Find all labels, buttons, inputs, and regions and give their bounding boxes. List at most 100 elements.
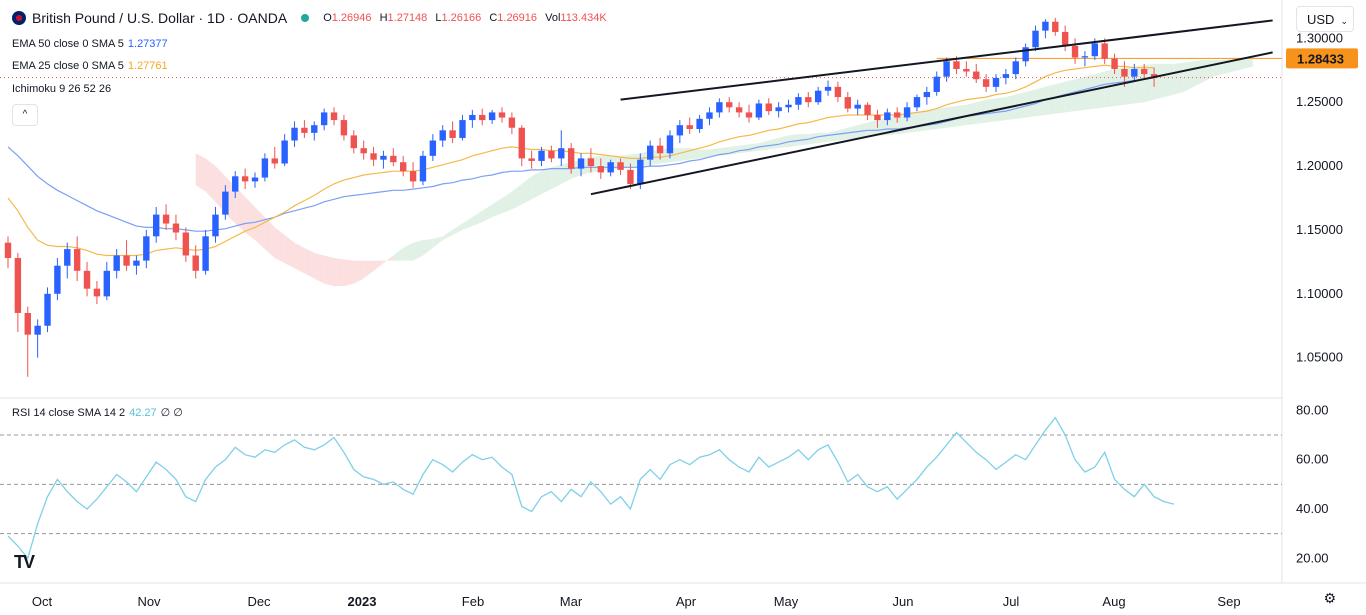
candle-body <box>419 155 427 182</box>
cloud-segment <box>472 210 483 227</box>
candle <box>795 93 802 110</box>
cloud-segment <box>502 191 512 214</box>
cloud-segment <box>531 171 542 200</box>
legend-rsi[interactable]: RSI 14 close SMA 14 2 42.27 ∅ ∅ <box>12 407 183 419</box>
candle <box>726 97 733 113</box>
candle-body <box>716 102 723 113</box>
cloud-segment <box>363 260 374 279</box>
cloud-segment <box>1055 81 1066 114</box>
time-tick-label: Dec <box>247 594 271 609</box>
candle-body <box>409 171 417 182</box>
candle-body <box>538 150 545 161</box>
cloud-segment <box>245 196 255 241</box>
candle <box>755 99 763 121</box>
candle-body <box>320 112 328 126</box>
candles <box>4 17 1158 377</box>
candle-body <box>1101 43 1108 59</box>
candle-body <box>953 61 960 69</box>
symbol-header: British Pound / U.S. Dollar · 1D · OANDA… <box>12 10 612 26</box>
cloud-segment <box>1203 60 1214 82</box>
candle-body <box>577 158 585 169</box>
cloud-segment <box>956 104 967 127</box>
rsi-tick-label: 40.00 <box>1296 501 1329 516</box>
candle-body <box>459 120 466 138</box>
cloud-segment <box>1075 76 1085 112</box>
candle-body <box>1032 30 1039 48</box>
cloud-segment <box>828 130 838 142</box>
market-status-icon <box>301 14 310 22</box>
candle <box>271 146 278 169</box>
candle-body <box>64 249 71 266</box>
candle <box>1081 51 1089 67</box>
candle <box>64 242 71 279</box>
candle-body <box>666 135 674 154</box>
collapse-legend-button[interactable]: ^ <box>12 104 38 126</box>
last-price-label: 1.28433 <box>1297 51 1344 66</box>
cloud-segment <box>818 132 829 144</box>
candle-body <box>508 117 516 128</box>
cloud-segment <box>353 260 364 284</box>
candle <box>330 107 338 126</box>
cloud-segment <box>1173 62 1184 95</box>
legend-ema50[interactable]: EMA 50 close 0 SMA 5 1.27377 <box>12 38 168 50</box>
settings-icon[interactable]: ⚙ <box>1323 590 1336 606</box>
rsi-tick-label: 20.00 <box>1296 550 1329 565</box>
candle-body <box>874 114 881 121</box>
symbol-title[interactable]: British Pound / U.S. Dollar · 1D · OANDA <box>32 10 288 26</box>
cloud-segment <box>788 134 799 147</box>
candle-body <box>1022 47 1029 62</box>
candle-body <box>54 265 61 294</box>
candle <box>4 236 12 269</box>
legend-ichimoku[interactable]: Ichimoku 9 26 52 26 <box>12 83 112 95</box>
currency-selector[interactable]: USD ⌄ <box>1296 6 1354 32</box>
candle-body <box>1150 74 1158 78</box>
cloud-segment <box>916 109 927 132</box>
price-tick-label: 1.10000 <box>1296 286 1343 301</box>
candle-body <box>627 169 634 184</box>
time-axis: Oct Nov Dec 2023 Feb Mar Apr May Jun Jul Aug Sep <box>32 594 1241 609</box>
candle <box>528 150 535 169</box>
candle-body <box>449 130 456 138</box>
candle <box>498 107 506 123</box>
candle <box>1061 25 1069 52</box>
candle <box>913 94 921 112</box>
cloud-segment <box>304 247 315 279</box>
candle-body <box>143 236 150 261</box>
candle-body <box>518 127 525 159</box>
cloud-segment <box>422 238 433 256</box>
candle-body <box>1071 45 1079 58</box>
price-tick-label: 1.05000 <box>1296 350 1343 365</box>
candle <box>34 319 41 358</box>
candle-body <box>854 104 861 109</box>
candle <box>745 104 753 123</box>
candle-body <box>726 102 733 108</box>
candle <box>113 249 120 279</box>
ema50-value: 1.27377 <box>127 38 168 50</box>
cloud-segment <box>1183 61 1194 92</box>
cloud-segment <box>393 247 404 261</box>
candle-body <box>241 176 249 182</box>
candle <box>350 130 357 154</box>
candle <box>864 102 871 121</box>
candle <box>963 61 970 77</box>
candle <box>558 130 565 167</box>
rsi-tick-label: 60.00 <box>1296 452 1329 467</box>
candle-body <box>251 177 259 182</box>
time-tick-label: 2023 <box>348 594 377 609</box>
tradingview-logo[interactable]: TV <box>14 552 35 572</box>
candle-body <box>370 153 377 160</box>
candle-body <box>558 148 565 159</box>
candle <box>93 281 101 305</box>
candle <box>469 109 476 128</box>
candle-body <box>212 214 219 237</box>
cloud-segment <box>808 132 819 145</box>
candle <box>824 80 832 96</box>
candle <box>301 120 308 138</box>
candle-body <box>775 107 782 112</box>
time-tick-label: Nov <box>137 594 161 609</box>
candle <box>419 150 427 186</box>
legend-ema25[interactable]: EMA 25 close 0 SMA 5 1.27761 <box>12 60 168 72</box>
candle-body <box>637 159 644 184</box>
candle-body <box>488 112 496 121</box>
